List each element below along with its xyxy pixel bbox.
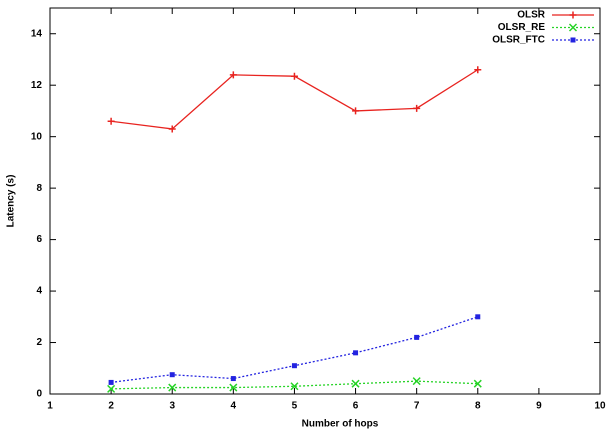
series-line: [111, 380, 478, 390]
x-tick-label: 1: [47, 401, 53, 412]
x-tick-label: 8: [475, 401, 481, 412]
y-tick-label: 10: [31, 131, 43, 142]
x-tick-label: 5: [292, 401, 298, 412]
marker: [414, 334, 420, 340]
marker: [291, 363, 297, 369]
marker: [168, 383, 177, 392]
x-tick-label: 10: [594, 401, 606, 412]
y-tick-label: 12: [31, 80, 43, 91]
series-line: [111, 316, 478, 384]
y-tick-label: 0: [36, 389, 42, 400]
marker: [412, 377, 421, 386]
legend-label: OLSR_RE: [498, 22, 546, 33]
marker: [290, 382, 299, 391]
marker: [413, 104, 421, 112]
y-tick-label: 8: [36, 183, 42, 194]
marker: [569, 11, 577, 19]
legend-label: OLSR_FTC: [492, 35, 545, 46]
y-tick-label: 2: [36, 337, 42, 348]
marker: [168, 125, 176, 133]
y-tick-label: 14: [31, 28, 43, 39]
y-tick-label: 4: [36, 286, 42, 297]
x-tick-label: 3: [169, 401, 175, 412]
marker: [230, 376, 236, 382]
marker: [568, 23, 578, 32]
marker: [570, 37, 576, 43]
x-axis-label: Number of hops: [302, 419, 379, 430]
x-tick-label: 7: [414, 401, 420, 412]
marker: [108, 379, 114, 385]
y-axis-label: Latency (s): [6, 175, 17, 228]
marker: [475, 314, 481, 320]
marker: [290, 72, 298, 80]
marker: [107, 384, 116, 393]
marker: [353, 350, 359, 356]
plot-frame: [49, 7, 601, 395]
marker: [473, 379, 482, 388]
x-tick-label: 6: [353, 401, 359, 412]
marker: [169, 372, 175, 378]
x-tick-label: 4: [231, 401, 237, 412]
marker: [229, 383, 238, 392]
marker: [107, 117, 115, 125]
x-tick-label: 2: [108, 401, 114, 412]
marker: [351, 379, 360, 388]
legend-label: OLSR: [517, 10, 546, 21]
y-tick-label: 6: [36, 234, 42, 245]
marker: [229, 71, 237, 79]
marker: [352, 107, 360, 115]
marker: [474, 66, 482, 74]
x-tick-label: 9: [536, 401, 542, 412]
